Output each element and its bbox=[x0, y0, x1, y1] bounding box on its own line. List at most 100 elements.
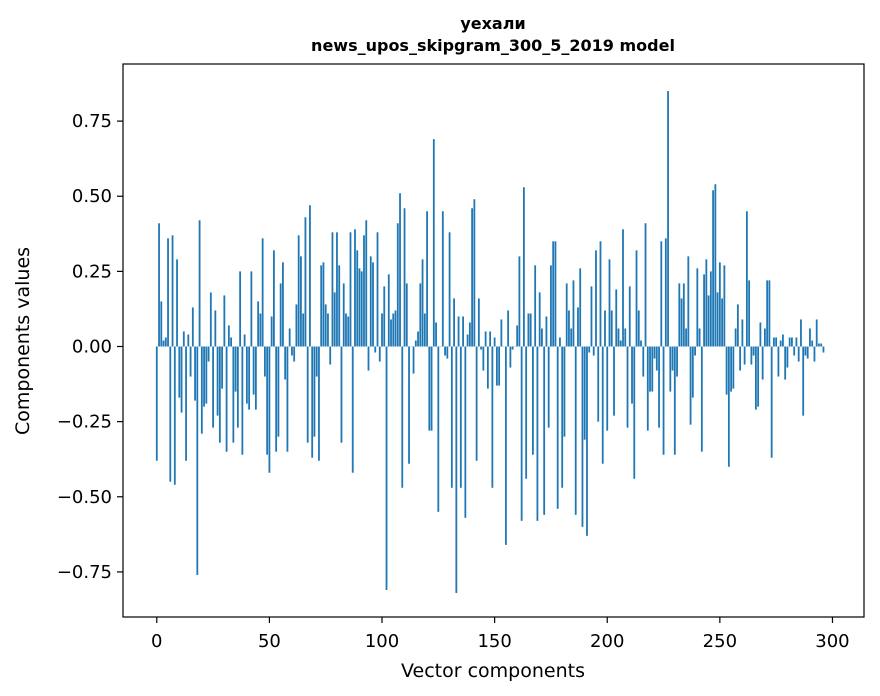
bar bbox=[300, 256, 302, 347]
bar bbox=[408, 346, 410, 464]
bar bbox=[649, 346, 651, 392]
bar bbox=[615, 289, 618, 347]
bar bbox=[155, 346, 158, 461]
bar bbox=[473, 199, 476, 347]
bar bbox=[748, 280, 751, 347]
bar bbox=[245, 346, 248, 404]
bar bbox=[459, 346, 462, 488]
bar bbox=[495, 346, 498, 386]
bar bbox=[351, 346, 354, 473]
bar bbox=[784, 346, 787, 380]
bar bbox=[644, 223, 647, 347]
bar bbox=[189, 346, 192, 377]
bar bbox=[295, 304, 298, 347]
bar bbox=[336, 232, 338, 347]
bar bbox=[178, 346, 181, 398]
bar bbox=[504, 346, 507, 545]
bar bbox=[750, 346, 753, 365]
bar bbox=[590, 286, 593, 347]
bar bbox=[315, 346, 318, 377]
bar bbox=[396, 223, 399, 347]
bar bbox=[482, 346, 485, 371]
bar bbox=[768, 280, 771, 347]
bar bbox=[761, 346, 764, 380]
bar bbox=[318, 346, 320, 461]
bar bbox=[545, 316, 548, 347]
bar bbox=[802, 346, 805, 416]
bar bbox=[324, 304, 327, 347]
bar bbox=[313, 346, 316, 437]
bar bbox=[297, 235, 300, 347]
bar bbox=[268, 346, 271, 473]
bar bbox=[475, 346, 478, 461]
bar bbox=[527, 313, 530, 347]
bar bbox=[669, 346, 672, 392]
bar bbox=[360, 271, 363, 347]
bar bbox=[811, 340, 814, 347]
bar bbox=[277, 346, 280, 437]
bar bbox=[419, 283, 422, 347]
bar bbox=[349, 232, 352, 347]
bar bbox=[795, 337, 798, 347]
bar bbox=[200, 346, 203, 434]
bar bbox=[613, 346, 615, 416]
bar bbox=[561, 346, 564, 488]
y-tick-label: 0.00 bbox=[72, 337, 112, 358]
bar bbox=[541, 328, 543, 347]
y-tick-label: 0.50 bbox=[72, 186, 112, 207]
bar bbox=[523, 187, 525, 347]
bar bbox=[786, 346, 789, 368]
bar bbox=[250, 271, 253, 347]
bar bbox=[399, 193, 401, 347]
bar bbox=[284, 346, 287, 380]
bar bbox=[275, 346, 278, 452]
bar bbox=[374, 346, 377, 353]
bar bbox=[270, 316, 273, 347]
bar bbox=[595, 250, 597, 347]
bar bbox=[673, 346, 676, 455]
bar bbox=[293, 346, 296, 362]
bar bbox=[311, 346, 314, 458]
bar bbox=[770, 346, 773, 458]
bar bbox=[534, 265, 537, 347]
bar bbox=[471, 208, 473, 347]
bar bbox=[662, 346, 665, 455]
bar bbox=[464, 346, 467, 518]
y-axis-label: Components values bbox=[12, 247, 34, 435]
bar bbox=[689, 346, 692, 425]
bar bbox=[640, 340, 642, 347]
bar bbox=[698, 328, 701, 347]
bar bbox=[608, 259, 611, 347]
bar bbox=[214, 310, 217, 347]
bar bbox=[383, 286, 386, 347]
bar bbox=[227, 325, 230, 347]
bar bbox=[203, 346, 205, 407]
bar bbox=[509, 346, 512, 368]
bar bbox=[491, 346, 494, 488]
bar bbox=[160, 301, 163, 347]
bars-group bbox=[155, 91, 825, 593]
bar bbox=[378, 346, 381, 362]
bar bbox=[291, 346, 293, 356]
bar bbox=[254, 346, 257, 410]
bar bbox=[493, 337, 496, 347]
bar bbox=[775, 337, 778, 347]
bar bbox=[705, 259, 708, 347]
bar bbox=[520, 346, 523, 521]
bar bbox=[191, 307, 194, 347]
bar bbox=[365, 220, 368, 347]
bar bbox=[484, 331, 487, 347]
bar bbox=[619, 340, 622, 347]
bar bbox=[754, 346, 757, 410]
bar bbox=[266, 346, 269, 455]
bar bbox=[453, 298, 455, 347]
bar bbox=[709, 271, 712, 347]
bar bbox=[331, 232, 334, 347]
y-tick-label: −0.50 bbox=[57, 487, 112, 508]
bar bbox=[441, 211, 444, 347]
bar bbox=[691, 346, 694, 398]
bar bbox=[327, 313, 329, 347]
bar bbox=[423, 313, 426, 347]
y-tick-label: 0.75 bbox=[72, 111, 112, 132]
bar bbox=[198, 220, 201, 347]
